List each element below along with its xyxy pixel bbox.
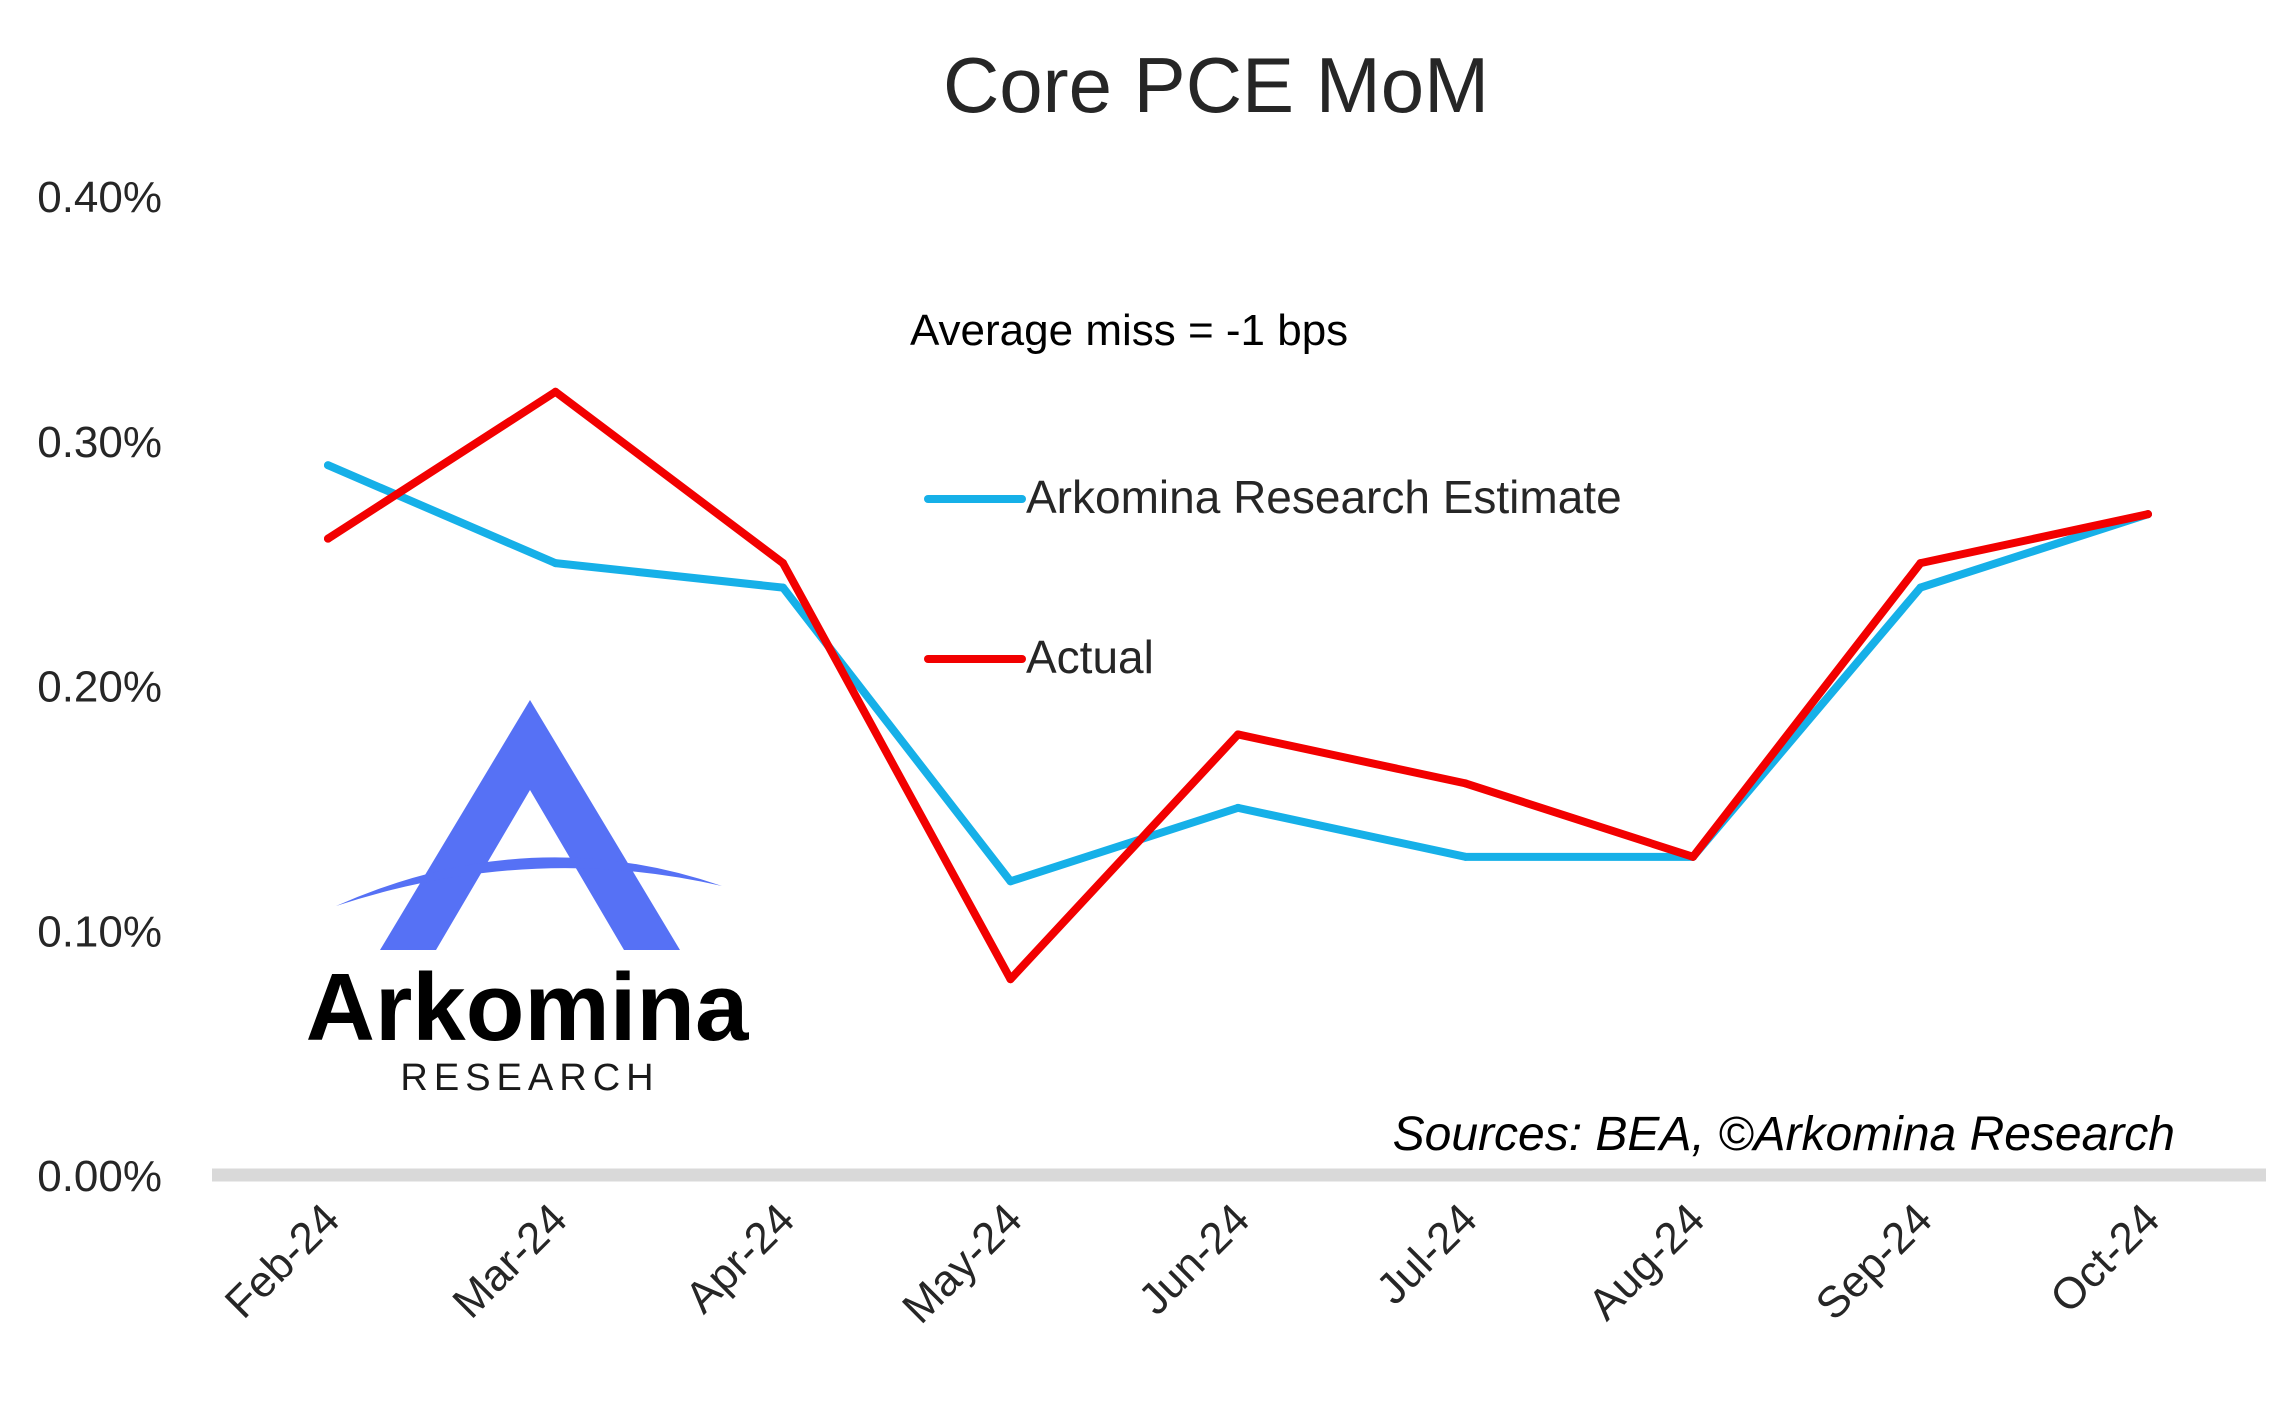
logo-arc (336, 857, 722, 906)
x-tick-label: Oct-24 (2041, 1194, 2169, 1322)
x-tick-label: Jul-24 (1367, 1194, 1486, 1313)
data-point (1916, 559, 1925, 568)
data-point (1234, 730, 1242, 739)
arkomina-logo: Arkomina RESEARCH (306, 700, 749, 1099)
x-tick-label: Aug-24 (1579, 1194, 1714, 1329)
y-tick-label: 0.10% (37, 907, 162, 956)
data-point (551, 559, 560, 568)
y-tick-label: 0.20% (37, 663, 162, 712)
x-axis-ticks: Feb-24 Mar-24 Apr-24 May-24 Jun-24 Jul-24 Aug-… (216, 1194, 2169, 1332)
data-point (1916, 583, 1925, 592)
y-tick-label: 0.40% (37, 173, 162, 222)
data-point (1006, 877, 1015, 886)
y-axis-ticks: 0.00% 0.10% 0.20% 0.30% 0.40% (37, 173, 162, 1201)
x-tick-label: Feb-24 (216, 1194, 349, 1327)
legend: Arkomina Research Estimate Actual (924, 471, 1622, 683)
data-point (1461, 852, 1470, 861)
data-point (2144, 510, 2152, 519)
x-tick-label: Apr-24 (676, 1194, 804, 1322)
data-point (1461, 779, 1470, 788)
data-point (324, 534, 332, 543)
legend-label-actual: Actual (1026, 631, 1154, 683)
x-tick-label: May-24 (893, 1194, 1031, 1332)
x-tick-label: Mar-24 (443, 1194, 576, 1327)
logo-a-mark (380, 700, 680, 950)
data-point (551, 387, 560, 396)
x-tick-label: Sep-24 (1807, 1194, 1942, 1329)
y-tick-label: 0.30% (37, 418, 162, 467)
data-point (779, 583, 787, 592)
data-point (1234, 803, 1242, 812)
series-layer (324, 387, 2152, 984)
data-point (1689, 852, 1697, 861)
legend-label-estimate: Arkomina Research Estimate (1026, 471, 1622, 523)
data-point (1006, 975, 1015, 984)
logo-wordmark: Arkomina (306, 954, 749, 1061)
logo-subtitle: RESEARCH (400, 1057, 659, 1099)
x-tick-label: Jun-24 (1129, 1194, 1259, 1324)
chart-annotation: Average miss = -1 bps (910, 306, 1348, 355)
data-point (779, 559, 787, 568)
chart-title: Core PCE MoM (943, 41, 1489, 129)
y-tick-label: 0.00% (37, 1152, 162, 1201)
source-note: Sources: BEA, ©Arkomina Research (1393, 1108, 2175, 1161)
data-point (324, 461, 332, 470)
